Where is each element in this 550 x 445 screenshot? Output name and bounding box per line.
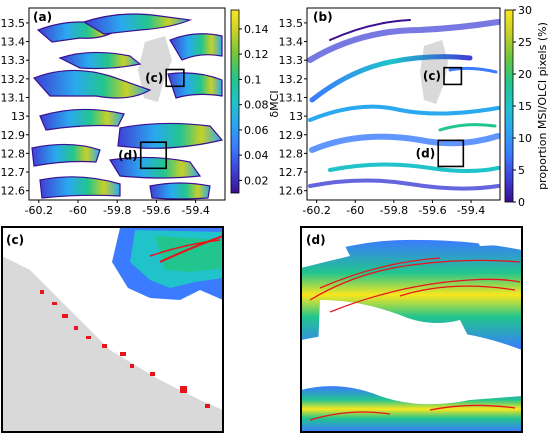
colorbar-tick-label: 0.1 [244,73,262,86]
y-tick-label: 13.5 [279,17,304,30]
red-pixels [40,290,210,408]
x-tick-label: -60.2 [302,204,330,217]
panel-c-map [2,227,223,432]
x-tick-label: -59.8 [103,204,131,217]
panel-a-axes: -60.2 -60 -59.8 -59.6 -59.4 12.6 12.7 12.8 12.9 1… [1,17,210,217]
panel-c-frame [1,226,224,433]
y-tick-label: 13 [11,110,25,123]
y-tick-label: 12.9 [1,129,26,142]
y-tick-label: 13.2 [1,73,26,86]
bloom-streaks [307,19,500,191]
panel-d-map [301,227,522,432]
inset-box [165,68,185,88]
panel-b-frame [306,7,501,201]
y-tick-label: 12.6 [279,185,304,198]
x-tick-label: -59.6 [142,204,170,217]
inset-label: (d) [118,148,138,162]
colorbar-a [230,9,240,194]
panel-a-frame [28,7,226,201]
panel-b: (c) (d) -60.2 -60 -59.8 -59.6 -59.4 12.6 12.7 12… [279,4,550,217]
colorbar-b-axis: 0 5 10 15 20 25 30 [513,4,532,209]
colorbar-b-label: proportion MSI/OLCI pixels (%) [536,22,549,190]
colorbar-tick-label: 20 [518,68,532,81]
colorbar-tick-label: 30 [518,4,532,17]
panel-a-map [29,8,225,200]
colorbar-tick-label: 10 [518,132,532,145]
coastline-land [2,256,223,432]
y-tick-label: 13.2 [279,73,304,86]
colorbar-tick-label: 25 [518,36,532,49]
colorbar-tick-label: 0.12 [244,48,269,61]
inset-label: (c) [145,71,163,85]
y-tick-label: 12.8 [279,147,304,160]
y-tick-label: 13.1 [1,91,26,104]
x-tick-label: -59.4 [457,204,485,217]
y-tick-label: 13.1 [279,91,304,104]
colorbar-a-axis: 0.02 0.04 0.06 0.08 0.1 0.12 0.14 [239,23,269,187]
island-shape [138,36,172,102]
x-tick-label: -60.2 [25,204,53,217]
y-tick-label: 12.7 [1,166,26,179]
colorbar-tick-label: 0.04 [244,149,269,162]
y-tick-label: 12.8 [1,147,26,160]
colorbar-tick-label: 0 [518,196,525,209]
colorbar-tick-label: 0.06 [244,124,269,137]
x-tick-label: -60 [69,204,87,217]
inset-box [443,66,463,86]
colorbar-tick-label: 0.08 [244,99,269,112]
inset-label: (d) [416,146,436,160]
x-tick-label: -59.6 [418,204,446,217]
panel-b-label: (b) [313,10,333,24]
y-tick-label: 12.9 [279,129,304,142]
panel-c-label: (c) [6,233,24,247]
panel-d-label: (d) [306,233,326,247]
panel-b-insets: (c) (d) [416,66,465,168]
inset-box [139,141,168,170]
y-tick-label: 13.4 [279,36,304,49]
y-tick-label: 13.3 [279,54,304,67]
x-tick-label: -59.8 [380,204,408,217]
panel-a-insets: (c) (d) [118,68,185,170]
y-tick-label: 13.4 [1,36,26,49]
colorbar-a-label: δMCI [268,90,281,117]
panel-b-map [307,8,500,200]
y-tick-label: 13.3 [1,54,26,67]
colorbar-tick-label: 0.14 [244,23,269,36]
panel-a: (c) (d) -60.2 -60 -59.8 -59.6 -59.4 12.6 12.7 12… [1,7,281,217]
inset-box [437,139,465,168]
panel-b-axes: -60.2 -60 -59.8 -59.6 -59.4 12.6 12.7 12.8 12.9 1… [279,17,486,217]
colorbar-tick-label: 0.02 [244,174,269,187]
red-streaks [309,257,521,421]
x-tick-label: -59.4 [181,204,209,217]
y-tick-label: 12.6 [1,185,26,198]
bloom-bands [31,13,224,200]
panel-c: (c) [1,226,224,433]
panel-d-frame [300,226,523,433]
inset-label: (c) [423,69,441,83]
colorbar-b [504,9,514,203]
colorbar-tick-label: 15 [518,100,532,113]
panel-d: (d) [300,226,523,433]
y-tick-label: 12.7 [279,166,304,179]
y-tick-label: 13 [289,110,303,123]
y-tick-label: 13.5 [1,17,26,30]
panel-a-label: (a) [33,10,52,24]
colorbar-tick-label: 5 [518,164,525,177]
x-tick-label: -60 [346,204,364,217]
